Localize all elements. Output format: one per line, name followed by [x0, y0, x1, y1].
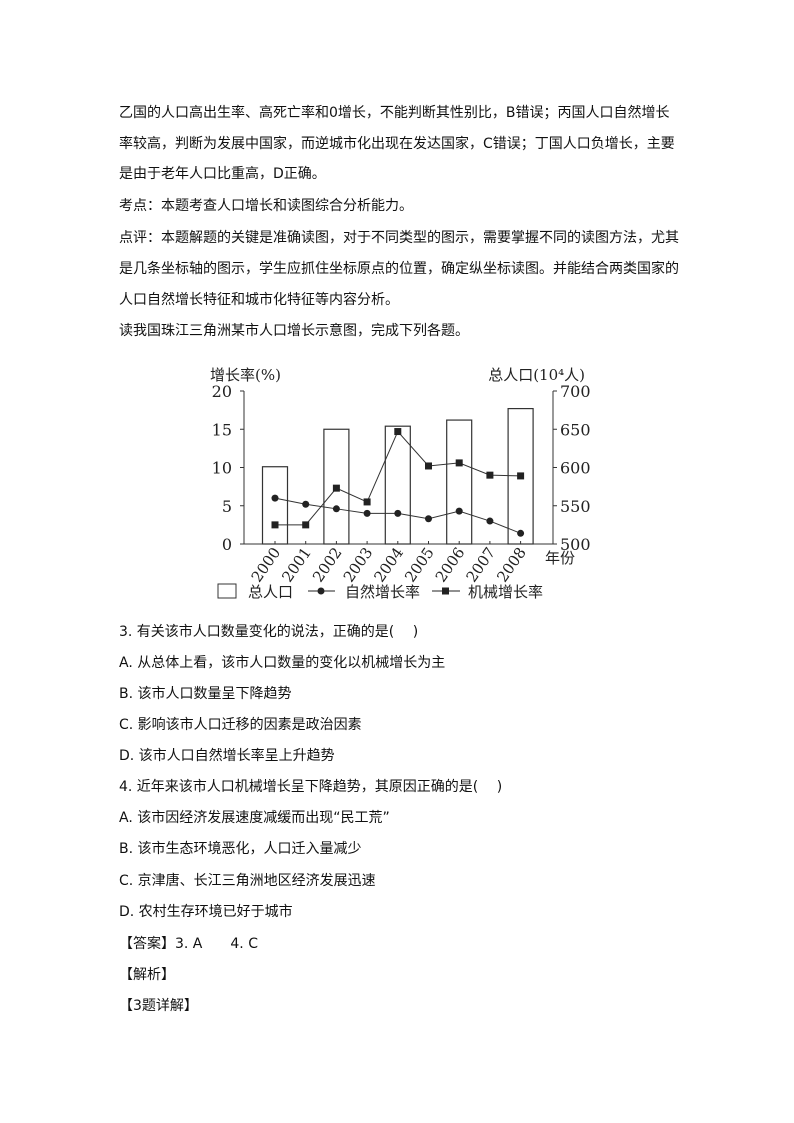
legend-bars: 总人口 [248, 583, 293, 601]
paragraph-line: 是几条坐标轴的图示，学生应抓住坐标原点的位置，确定纵坐标读图。并能结合两类国家的 [119, 261, 679, 277]
question-line: C. 京津唐、长江三角洲地区经济发展迅速 [119, 873, 376, 889]
legend-bar-swatch [217, 583, 237, 599]
legend-mechanical: 机械增长率 [468, 583, 543, 601]
natural-growth-point [455, 507, 463, 515]
analysis-heading: 【解析】 [119, 967, 175, 983]
left-tick-label: 0 [222, 535, 232, 554]
legend-circle-marker [317, 587, 325, 595]
natural-growth-point [332, 505, 340, 513]
x-tick-label: 2003 [340, 544, 377, 586]
paragraph-line: 读我国珠江三角洲某市人口增长示意图，完成下列各题。 [119, 323, 469, 339]
right-tick-label: 600 [560, 459, 591, 478]
x-tick-label: 2002 [309, 544, 346, 586]
question-line: D. 农村生存环境已好于城市 [119, 904, 293, 920]
paragraph-line: 是由于老年人口比重高，D正确。 [119, 166, 326, 182]
x-tick-label: 2008 [493, 544, 530, 586]
x-tick-label: 2000 [248, 544, 285, 586]
x-tick-label: 2004 [370, 544, 407, 586]
natural-growth-point [394, 509, 402, 517]
answer-line: 【答案】3. A 4. C [119, 936, 258, 952]
natural-growth-point [302, 500, 310, 508]
bar-total-population [446, 419, 473, 545]
mechanical-growth-point [486, 471, 494, 479]
mechanical-growth-point [394, 428, 402, 436]
question-line: C. 影响该市人口迁移的因素是政治因素 [119, 717, 362, 733]
legend: 总人口 自然增长率 机械增长率 [217, 583, 543, 601]
paragraph-line: 人口自然增长特征和城市化特征等内容分析。 [119, 292, 399, 308]
question-line: 4. 近年来该市人口机械增长呈下降趋势，其原因正确的是( ) [119, 779, 503, 795]
x-axis-label: 年份 [545, 549, 575, 567]
population-chart: 增长率(%) 总人口(10⁴人) 年份 0 5 10 15 20 500 550 600 650… [210, 366, 591, 601]
mechanical-growth-point [271, 521, 279, 529]
mechanical-growth-point [517, 472, 525, 480]
paragraph-line: 点评：本题解题的关键是准确读图，对于不同类型的图示，需要掌握不同的读图方法，尤其 [119, 230, 679, 246]
natural-growth-point [271, 494, 279, 502]
legend-natural: 自然增长率 [345, 583, 420, 601]
mechanical-growth-point [302, 521, 310, 529]
mechanical-growth-point [425, 462, 432, 470]
natural-growth-point [425, 515, 432, 523]
question-line: A. 该市因经济发展速度减缓而出现“民工荒” [119, 810, 390, 826]
x-tick-label: 2001 [278, 544, 315, 586]
left-tick-label: 5 [222, 497, 232, 516]
question-line: A. 从总体上看，该市人口数量的变化以机械增长为主 [119, 655, 446, 671]
left-axis-label: 增长率(%) [210, 366, 281, 384]
mechanical-growth-point [455, 459, 463, 467]
paragraph-line: 考点：本题考查人口增长和读图综合分析能力。 [119, 198, 413, 214]
natural-growth-point [486, 517, 494, 525]
left-tick-label: 10 [212, 459, 232, 478]
detail-heading: 【3题详解】 [119, 998, 198, 1014]
question-line: D. 该市人口自然增长率呈上升趋势 [119, 748, 335, 764]
right-tick-label: 650 [560, 420, 591, 439]
natural-growth-point [517, 529, 525, 537]
paragraph-line: 率较高，判断为发展中国家，而逆城市化出现在发达国家，C错误；丁国人口负增长，主要 [119, 136, 675, 152]
right-axis-label: 总人口(10⁴人) [488, 366, 585, 384]
question-line: B. 该市生态环境恶化，人口迁入量减少 [119, 841, 362, 857]
right-tick-label: 700 [560, 382, 591, 401]
x-tick-label: 2007 [463, 544, 500, 586]
question-line: 3. 有关该市人口数量变化的说法，正确的是( ) [119, 624, 419, 640]
paragraph-line: 乙国的人口高出生率、高死亡率和0增长，不能判断其性别比，B错误；丙国人口自然增长 [119, 105, 670, 121]
x-tick-label: 2006 [432, 544, 469, 586]
left-tick-label: 20 [212, 382, 232, 401]
mechanical-growth-point [332, 484, 340, 492]
x-tick-label: 2005 [401, 544, 438, 586]
question-line: B. 该市人口数量呈下降趋势 [119, 686, 292, 702]
right-tick-label: 550 [560, 497, 591, 516]
bar-total-population [384, 425, 411, 545]
mechanical-growth-point [363, 498, 371, 506]
bar-total-population [261, 466, 289, 545]
natural-growth-point [363, 509, 371, 517]
legend-square-marker [442, 587, 449, 595]
right-tick-label: 500 [560, 535, 591, 554]
left-tick-label: 15 [212, 420, 232, 439]
